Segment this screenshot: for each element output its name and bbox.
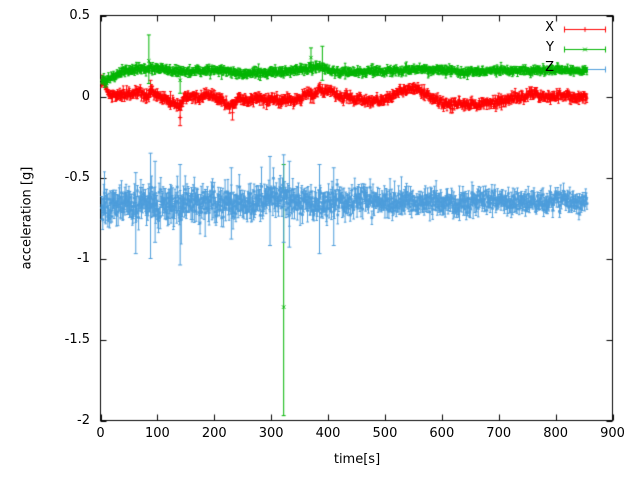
y-tick-label: -1.5 (64, 331, 90, 347)
legend-label-y: Y (546, 40, 554, 55)
y-tick-label: -2 (77, 412, 90, 428)
x-axis-title: time[s] (333, 452, 381, 467)
x-tick-label: 900 (600, 426, 625, 441)
x-tick-label: 300 (258, 426, 284, 441)
x-tick-label: 500 (372, 426, 398, 441)
y-tick-label: -1 (77, 250, 90, 266)
x-tick-label: 600 (429, 426, 455, 441)
legend-label-x: X (545, 20, 554, 35)
x-tick-label: 400 (315, 426, 341, 441)
x-tick-label: 200 (201, 426, 227, 441)
y-tick-label: 0 (81, 88, 90, 104)
y-axis-title: acceleration [g] (19, 166, 35, 270)
y-tick-label: -0.5 (64, 169, 90, 185)
x-tick-label: 700 (486, 426, 512, 441)
y-tick-label: 0.5 (69, 7, 90, 23)
x-tick-label: 0 (96, 426, 105, 441)
legend-label-z: Z (545, 60, 554, 75)
x-tick-label: 100 (144, 426, 170, 441)
x-tick-label: 800 (543, 426, 569, 441)
